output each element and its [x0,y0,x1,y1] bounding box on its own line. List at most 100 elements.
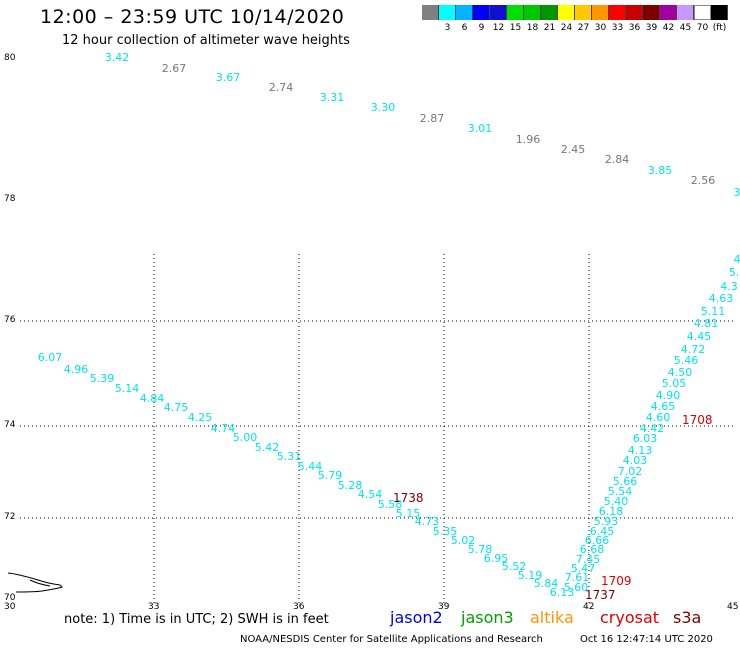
wave-height-reading: 3.67 [216,71,241,84]
satellite-s3a: s3a [673,608,702,627]
legend-label: 45 [679,23,692,33]
wave-height-reading: 5.40 [604,495,629,508]
satellite-jason2: jason2 [390,608,443,627]
wave-height-reading: 4.84 [140,392,165,405]
legend-label: 24 [560,23,573,33]
legend-swatch [558,5,575,20]
wave-height-reading: 6.13 [550,586,575,599]
wave-height-reading: 2.74 [269,81,294,94]
legend-swatch [592,5,609,20]
legend-label: (ft) [712,23,727,33]
legend-swatch [643,5,660,20]
wave-height-reading: 6.03 [633,432,658,445]
wave-height-readings: 3.42 2.67 3.67 2.74 3.31 3.30 2.87 3.01 1.96 2.45… [38,51,740,599]
legend-label: 21 [543,23,556,33]
wave-height-reading: 4.60 [646,411,671,424]
wave-height-reading: 4.96 [64,363,89,376]
wave-height-reading: 5.14 [115,382,140,395]
wave-height-reading: 5.11 [701,305,726,318]
wave-height-reading: 5.42 [255,441,280,454]
wave-height-reading: 3.01 [468,122,493,135]
footer-note: note: 1) Time is in UTC; 2) SWH is in fe… [64,612,329,627]
map-title: 12:00 – 23:59 UTC 10/14/2020 [40,6,345,28]
legend-label: 30 [594,23,607,33]
wave-height-reading: 2.67 [162,62,187,75]
wave-height-reading: 4.90 [656,389,681,402]
lat-label-78: 78 [4,194,16,204]
legend-swatch [711,5,728,20]
lon-label-36: 36 [293,602,305,612]
pass-time-label: 1708 [682,413,713,427]
wave-height-reading: 4.72 [681,343,706,356]
legend-label: 3 [444,23,451,33]
wave-height-reading: 6.95 [484,552,509,565]
lat-lon-grid [20,254,735,606]
wave-height-reading: 4.54 [358,488,383,501]
wave-height-reading: 5.47 [571,562,596,575]
satellite-cryosat: cryosat [600,608,660,627]
wave-height-reading: 5.66 [613,475,638,488]
lon-label-42: 42 [583,602,594,612]
wave-height-reading: 3.85 [648,164,673,177]
wave-height-reading: 5.93 [594,515,619,528]
lat-label-74: 74 [4,420,16,430]
legend-swatch [422,5,439,20]
legend-label: 6 [461,23,468,33]
map-subtitle: 12 hour collection of altimeter wave hei… [62,33,350,48]
svalbard-coastline [7,572,63,593]
legend-label: 39 [645,23,658,33]
wave-height-reading: 5.05 [662,377,687,390]
wave-height-reading: 6.68 [580,543,605,556]
wave-height-reading: 4.73 [415,515,440,528]
legend-label: 27 [577,23,590,33]
longitude-labels: 30 33 36 39 42 45 [4,602,738,612]
footer-timestamp: Oct 16 12:47:14 UTC 2020 [580,634,713,645]
lon-label-33: 33 [148,602,159,612]
legend-label: 42 [662,23,675,33]
wave-height-reading: 4.81 [694,317,719,330]
pass-time-label: 1737 [585,588,616,602]
wave-height-reading: 7.02 [618,465,643,478]
wave-height-reading: 4.63 [709,292,734,305]
wave-height-reading: 5.31 [277,450,302,463]
pass-time-label: 1738 [393,491,424,505]
wave-height-reading: 2.84 [605,153,630,166]
wave-height-reading: 1.96 [516,133,541,146]
legend-swatch [575,5,592,20]
pass-time-label: 1709 [601,574,632,588]
legend-swatch [541,5,558,20]
legend-label: 15 [509,23,522,33]
legend-swatch [456,5,473,20]
legend-label: 70 [696,23,709,33]
wave-height-reading: 5.84 [534,577,559,590]
wave-height-reading: 4.25 [188,411,213,424]
legend-swatch [660,5,677,20]
wave-height-reading: 3.30 [371,101,396,114]
lat-label-76: 76 [4,315,16,325]
wave-height-reading: 3.42 [105,51,130,64]
wave-height-reading: 5.78 [468,543,493,556]
legend-swatch [609,5,626,20]
lat-label-70: 70 [4,593,16,603]
legend-label: 9 [478,23,485,33]
wave-height-reading: 4.65 [651,400,676,413]
wave-height-reading: 2.45 [561,143,586,156]
wave-height-reading: 4.42 [640,422,665,435]
wave-height-reading: 5.02 [451,534,476,547]
wave-height-reading: 7.45 [576,553,601,566]
wave-height-reading: 5.60 [564,581,589,594]
wave-height-reading: 5.58 [378,498,403,511]
legend-swatch [524,5,541,20]
legend-swatch [626,5,643,20]
lat-label-80: 80 [4,53,16,63]
legend-swatch [439,5,456,20]
wave-height-reading: 3.31 [320,91,345,104]
wave-height-reading: 4 [734,253,740,266]
legend-label: 33 [611,23,624,33]
wave-height-reading: 4.50 [668,366,693,379]
wave-height-reading: 5.44 [298,460,323,473]
wave-height-reading: 5.35 [433,525,458,538]
footer-credit: NOAA/NESDIS Center for Satellite Applica… [240,634,543,645]
wave-height-reading: 5. [729,266,740,279]
